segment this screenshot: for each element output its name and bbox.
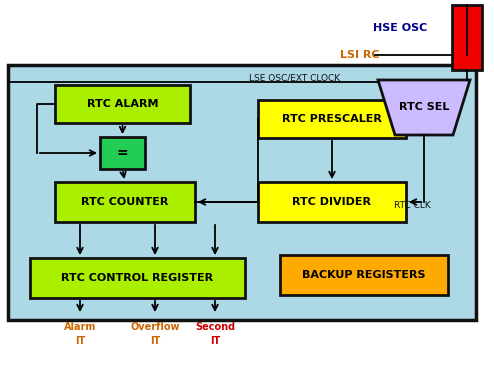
Bar xyxy=(8,65,476,320)
Text: IT: IT xyxy=(150,336,160,346)
Text: RTC CONTROL REGISTER: RTC CONTROL REGISTER xyxy=(61,273,213,283)
Bar xyxy=(452,5,482,70)
Bar xyxy=(30,258,245,298)
Bar xyxy=(258,100,406,138)
Text: IT: IT xyxy=(75,336,85,346)
Bar xyxy=(100,137,145,169)
Text: 1/28: 1/28 xyxy=(462,26,472,49)
Bar xyxy=(258,182,406,222)
Polygon shape xyxy=(378,80,470,135)
Text: IT: IT xyxy=(210,336,220,346)
Text: Second: Second xyxy=(195,322,235,332)
Text: LSE OSC/EXT CLOCK: LSE OSC/EXT CLOCK xyxy=(249,74,340,83)
Bar xyxy=(55,85,190,123)
Text: RTC CLK: RTC CLK xyxy=(394,201,430,209)
Text: =: = xyxy=(117,146,128,160)
Text: RTC ALARM: RTC ALARM xyxy=(87,99,158,109)
Text: Overflow: Overflow xyxy=(130,322,180,332)
Text: RTC COUNTER: RTC COUNTER xyxy=(82,197,168,207)
Text: RTC DIVIDER: RTC DIVIDER xyxy=(292,197,371,207)
Bar xyxy=(55,182,195,222)
Text: HSE OSC: HSE OSC xyxy=(373,23,427,33)
Text: LSI RC: LSI RC xyxy=(340,50,380,60)
Text: RTC SEL: RTC SEL xyxy=(399,103,449,112)
Text: Alarm: Alarm xyxy=(64,322,96,332)
Bar xyxy=(280,255,448,295)
Text: BACKUP REGISTERS: BACKUP REGISTERS xyxy=(302,270,426,280)
Text: RTC PRESCALER: RTC PRESCALER xyxy=(282,114,382,124)
